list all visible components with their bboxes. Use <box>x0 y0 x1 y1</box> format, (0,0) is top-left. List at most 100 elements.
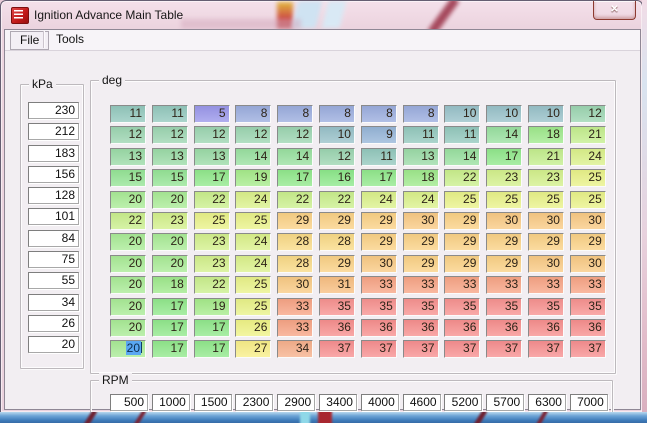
grid-cell[interactable]: 25 <box>235 297 272 316</box>
grid-cell[interactable]: 12 <box>151 126 188 145</box>
kpa-field[interactable]: 101 <box>28 208 79 226</box>
grid-cell[interactable]: 31 <box>318 276 355 295</box>
grid-cell[interactable]: 13 <box>151 147 188 166</box>
grid-cell[interactable]: 29 <box>318 211 355 230</box>
grid-cell[interactable]: 30 <box>402 211 439 230</box>
kpa-field[interactable]: 212 <box>28 123 79 141</box>
grid-cell[interactable]: 29 <box>444 233 481 252</box>
kpa-field[interactable]: 230 <box>28 102 79 119</box>
grid-cell[interactable]: 23 <box>193 233 230 252</box>
grid-cell[interactable]: 20 <box>151 190 188 209</box>
grid-cell[interactable]: 14 <box>277 147 314 166</box>
grid-cell[interactable]: 20 <box>110 233 146 252</box>
grid-cell[interactable]: 11 <box>402 126 439 145</box>
grid-cell[interactable]: 24 <box>360 190 397 209</box>
rpm-field[interactable]: 2300 <box>235 394 274 411</box>
grid-cell[interactable]: 25 <box>235 276 272 295</box>
grid-cell[interactable]: 35 <box>318 297 355 316</box>
grid-cell[interactable]: 35 <box>360 297 397 316</box>
rpm-field[interactable]: 7000 <box>569 394 608 411</box>
grid-cell[interactable]: 28 <box>277 254 314 273</box>
grid-cell[interactable]: 8 <box>402 105 439 123</box>
grid-cell[interactable]: 28 <box>318 233 355 252</box>
grid-cell[interactable]: 17 <box>193 318 230 337</box>
rpm-field[interactable]: 4600 <box>402 394 441 411</box>
grid-cell[interactable]: 30 <box>360 254 397 273</box>
grid-cell[interactable]: 37 <box>360 340 397 359</box>
grid-cell[interactable]: 36 <box>402 318 439 337</box>
rpm-field[interactable]: 1500 <box>193 394 232 411</box>
grid-cell[interactable]: 37 <box>402 340 439 359</box>
kpa-field[interactable]: 183 <box>28 144 79 162</box>
grid-cell[interactable]: 17 <box>193 340 230 359</box>
grid-cell[interactable]: 24 <box>235 233 272 252</box>
grid-cell[interactable]: 29 <box>486 233 523 252</box>
grid-cell[interactable]: 33 <box>444 276 481 295</box>
grid-cell[interactable]: 33 <box>569 276 606 295</box>
grid-cell[interactable]: 29 <box>569 233 606 252</box>
grid-cell[interactable]: 17 <box>193 169 230 188</box>
grid-cell[interactable]: 25 <box>527 190 564 209</box>
grid-cell[interactable]: 26 <box>235 318 272 337</box>
rpm-field[interactable]: 6300 <box>527 394 566 411</box>
grid-cell[interactable]: 12 <box>193 126 230 145</box>
grid-cell[interactable]: 24 <box>402 190 439 209</box>
grid-cell[interactable]: 22 <box>110 211 146 230</box>
grid-cell[interactable]: 29 <box>444 211 481 230</box>
grid-cell[interactable]: 22 <box>318 190 355 209</box>
grid-cell[interactable]: 9 <box>360 126 397 145</box>
grid-cell[interactable]: 30 <box>527 211 564 230</box>
grid-cell[interactable]: 29 <box>402 254 439 273</box>
grid-cell[interactable]: 11 <box>110 105 146 123</box>
grid-cell[interactable]: 10 <box>444 105 481 123</box>
grid-cell[interactable]: 25 <box>193 211 230 230</box>
grid-cell[interactable]: 30 <box>486 211 523 230</box>
grid-cell[interactable]: 25 <box>569 190 606 209</box>
grid-cell[interactable]: 29 <box>444 254 481 273</box>
grid-cell[interactable]: 36 <box>527 318 564 337</box>
grid-cell[interactable]: 22 <box>444 169 481 188</box>
grid-cell[interactable]: 33 <box>402 276 439 295</box>
grid-cell[interactable]: 30 <box>527 254 564 273</box>
grid-cell[interactable]: 27 <box>235 340 272 359</box>
grid-cell[interactable]: 25 <box>486 190 523 209</box>
grid-cell[interactable]: 35 <box>486 297 523 316</box>
grid-cell[interactable]: 10 <box>486 105 523 123</box>
grid-cell[interactable]: 17 <box>360 169 397 188</box>
grid-cell[interactable]: 35 <box>402 297 439 316</box>
grid-cell[interactable]: 8 <box>318 105 355 123</box>
grid-cell[interactable]: 10 <box>527 105 564 123</box>
grid-cell[interactable]: 24 <box>235 190 272 209</box>
kpa-field[interactable]: 84 <box>28 229 79 247</box>
grid-cell[interactable]: 11 <box>360 147 397 166</box>
grid-cell[interactable]: 29 <box>402 233 439 252</box>
kpa-field[interactable]: 20 <box>28 336 79 354</box>
grid-cell[interactable]: 20 <box>151 254 188 273</box>
grid-cell[interactable]: 36 <box>486 318 523 337</box>
grid-cell[interactable]: 33 <box>360 276 397 295</box>
kpa-field[interactable]: 75 <box>28 251 79 269</box>
rpm-field[interactable]: 2900 <box>277 394 316 411</box>
grid-cell[interactable]: 37 <box>318 340 355 359</box>
grid-cell[interactable]: 29 <box>360 233 397 252</box>
grid-cell[interactable]: 36 <box>318 318 355 337</box>
grid-cell[interactable]: 20 <box>110 318 146 337</box>
grid-cell[interactable]: 17 <box>151 318 188 337</box>
grid-cell[interactable]: 12 <box>277 126 314 145</box>
grid-cell[interactable]: 21 <box>527 147 564 166</box>
menu-tools[interactable]: Tools <box>56 32 85 46</box>
grid-cell[interactable]: 18 <box>402 169 439 188</box>
grid-cell[interactable]: 19 <box>235 169 272 188</box>
grid-cell[interactable]: 13 <box>193 147 230 166</box>
grid-cell[interactable]: 10 <box>318 126 355 145</box>
grid-cell[interactable]: 12 <box>110 126 146 145</box>
kpa-field[interactable]: 128 <box>28 187 79 205</box>
grid-cell[interactable]: 23 <box>151 211 188 230</box>
grid-cell[interactable]: 36 <box>360 318 397 337</box>
kpa-field[interactable]: 26 <box>28 314 79 332</box>
rpm-field[interactable]: 500 <box>110 394 148 411</box>
grid-cell[interactable]: 19 <box>193 297 230 316</box>
grid-cell[interactable]: 20 <box>110 297 146 316</box>
grid-cell[interactable]: 37 <box>444 340 481 359</box>
grid-cell[interactable]: 29 <box>277 211 314 230</box>
